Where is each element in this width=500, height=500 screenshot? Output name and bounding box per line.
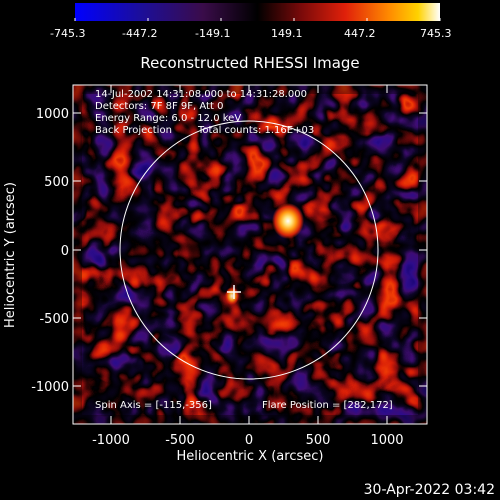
annotation-method: Back Projection [95,125,172,136]
solar-limb-circle [119,120,379,380]
flare-source [272,203,304,239]
secondary-source [225,287,239,305]
x-axis-label: Heliocentric X (arcsec) [177,449,324,464]
flare-position-label: Flare Position = [282,172] [262,400,393,411]
colorbar-tick-marks [74,18,441,21]
y-tick-label: 0 [61,244,69,259]
spin-axis-label: Spin Axis = [-115,-356] [95,400,212,411]
x-tick-label: -500 [165,433,195,448]
colorbar-tick-label: 447.2 [344,27,376,40]
colorbar-tick-label: 745.3 [420,27,452,40]
annotation-counts: Total counts: 1.16E+03 [197,125,314,136]
plot-title: Reconstructed RHESSI Image [140,54,359,72]
annotation-energy: Energy Range: 6.0 - 12.0 keV [95,113,241,124]
colorbar: -745.3 -447.2 -149.1 149.1 447.2 745.3 [50,3,452,40]
image-area [73,85,427,424]
annotation-detectors: Detectors: 7F 8F 9F, Att 0 [95,101,223,112]
footer-date: 30-Apr-2022 03:42 [364,482,495,498]
y-axis-tick-marks [73,112,427,387]
y-axis-label: Heliocentric Y (arcsec) [3,182,18,328]
colorbar-tick-label: -745.3 [50,27,85,40]
x-tick-label: 0 [245,433,253,448]
y-tick-label: 1000 [36,107,69,122]
colorbar-gradient [75,3,440,21]
colorbar-tick-label: -149.1 [195,27,230,40]
spin-axis-marker [227,285,241,299]
x-tick-label: -1000 [92,433,130,448]
y-tick-label: -1000 [31,380,69,395]
y-tick-label: 500 [44,175,69,190]
colorbar-tick-label: -447.2 [122,27,157,40]
plot-frame [72,84,428,425]
reconstructed-map [73,85,427,424]
y-tick-label: -500 [39,312,69,327]
x-tick-label: 500 [306,433,331,448]
colorbar-tick-label: 149.1 [271,27,303,40]
x-tick-label: 1000 [370,433,403,448]
annotation-time: 14-Jul-2002 14:31:08.000 to 14:31:28.000 [95,89,307,100]
annotation-block: 14-Jul-2002 14:31:08.000 to 14:31:28.000… [95,89,314,136]
x-axis-tick-marks [110,85,388,424]
